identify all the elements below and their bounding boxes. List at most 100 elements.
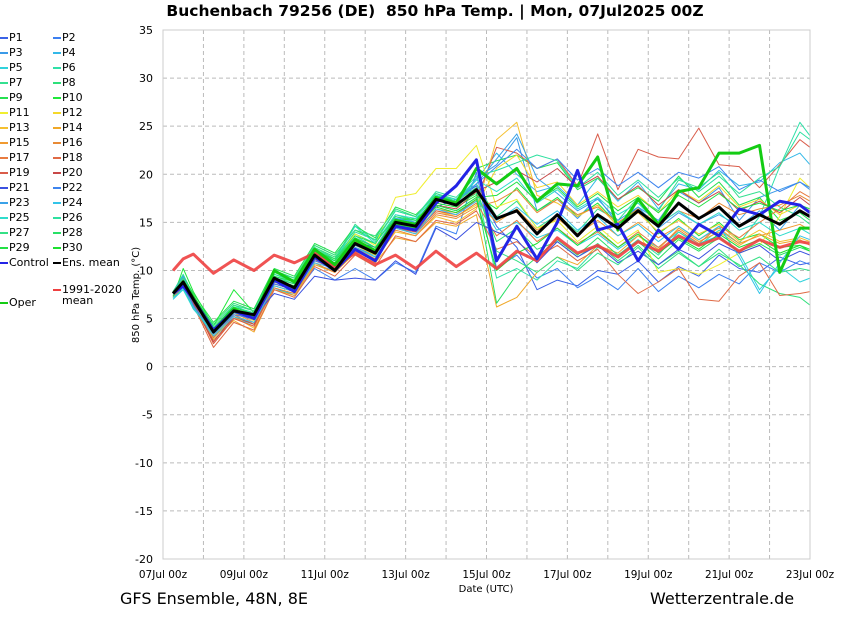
x-tick-labels: 07Jul 00z 09Jul 00z 11Jul 00z 13Jul 00z 15Ju… [139,569,835,581]
legend-label: Oper [9,296,36,309]
legend-item-p26: P26 [53,211,83,225]
legend-item-p23: P23 [0,196,30,210]
legend-swatch [0,172,8,174]
y-tick-label: -15 [135,505,153,518]
legend-label: P16 [62,136,83,149]
legend-swatch [0,247,8,249]
legend-label: P23 [9,196,30,209]
legend-item-p7: P7 [0,76,23,90]
legend-swatch [0,52,8,54]
legend-item-p22: P22 [53,181,83,195]
site-label: Wetterzentrale.de [650,589,795,608]
legend-swatch [53,127,61,129]
legend-label: 1991-2020 [62,283,122,296]
legend-swatch [53,217,61,219]
legend-swatch [53,289,61,291]
x-tick-label: 17Jul 00z [543,569,592,581]
y-tick-labels: 35 30 25 20 15 10 5 0 -5 -10 -15 -20 [135,24,153,566]
x-tick-label: 07Jul 00z [139,569,188,581]
legend-label: P30 [62,241,83,254]
legend-swatch [0,127,8,129]
legend-swatch [0,67,8,69]
legend-swatch [53,112,61,114]
x-tick-label: 15Jul 00z [462,569,511,581]
legend-swatch [53,67,61,69]
legend-label: P3 [9,46,23,59]
legend-label: P13 [9,121,30,134]
legend-item-p29: P29 [0,241,30,255]
legend-label: P12 [62,106,83,119]
legend-swatch [0,82,8,84]
legend-label: P24 [62,196,83,209]
legend-label: P20 [62,166,83,179]
legend-item-p25: P25 [0,211,30,225]
legend-item-p13: P13 [0,121,30,135]
legend-label: P22 [62,181,83,194]
legend-label: P2 [62,31,76,44]
legend-label: P19 [9,166,30,179]
legend-item-p6: P6 [53,61,76,75]
legend-item-p5: P5 [0,61,23,75]
x-tick-label: 11Jul 00z [301,569,350,581]
legend-label: P11 [9,106,30,119]
y-tick-label: 30 [139,72,153,85]
legend-item-p24: P24 [53,196,83,210]
legend-swatch [0,97,8,99]
legend-item-p15: P15 [0,136,30,150]
legend-swatch [0,142,8,144]
legend-swatch [53,157,61,159]
y-tick-label: 5 [146,313,153,326]
legend-item-p20: P20 [53,166,83,180]
legend-item-p16: P16 [53,136,83,150]
legend-label: P26 [62,211,83,224]
legend-item-p11: P11 [0,106,30,120]
legend-item-1991-2020-mean: 1991-2020 mean [53,283,122,306]
legend-label: Ens. mean [62,256,120,269]
legend-label: P9 [9,91,23,104]
legend-label: P28 [62,226,83,239]
legend-swatch [53,52,61,54]
y-tick-label: 25 [139,120,153,133]
y-tick-label: 15 [139,216,153,229]
x-tick-label: 19Jul 00z [624,569,673,581]
grid [163,30,810,559]
legend-item-p27: P27 [0,226,30,240]
y-axis-label: 850 hPa Temp. (°C) [131,246,142,344]
legend-item-ens-mean: Ens. mean [53,256,120,270]
legend-label: P5 [9,61,23,74]
legend-label: P27 [9,226,30,239]
legend-swatch [0,232,8,234]
x-axis-label: Date (UTC) [459,584,514,595]
legend-item-p19: P19 [0,166,30,180]
legend-item-p1: P1 [0,31,23,45]
legend-swatch [53,262,61,264]
legend-label: P8 [62,76,76,89]
legend-item-p12: P12 [53,106,83,120]
legend-swatch [0,217,8,219]
legend-swatch [53,142,61,144]
source-label: GFS Ensemble, 48N, 8E [120,589,308,608]
legend-item-p28: P28 [53,226,83,240]
x-tick-label: 13Jul 00z [382,569,431,581]
legend-swatch [0,262,8,264]
y-tick-label: -20 [135,553,153,566]
legend-swatch [53,202,61,204]
x-tick-label: 21Jul 00z [705,569,754,581]
legend-item-p17: P17 [0,151,30,165]
y-tick-label: 0 [146,361,153,374]
legend-swatch [0,202,8,204]
legend-item-p10: P10 [53,91,83,105]
legend-label: P10 [62,91,83,104]
legend-item-p21: P21 [0,181,30,195]
legend-label: P29 [9,241,30,254]
y-tick-label: 35 [139,24,153,37]
legend-swatch [53,187,61,189]
legend-swatch [0,112,8,114]
legend-swatch [0,302,8,304]
legend-label: P21 [9,181,30,194]
legend-item-p4: P4 [53,46,76,60]
legend-label: P17 [9,151,30,164]
series-line-1991-2020-mean [171,234,811,275]
y-tick-label: -10 [135,457,153,470]
